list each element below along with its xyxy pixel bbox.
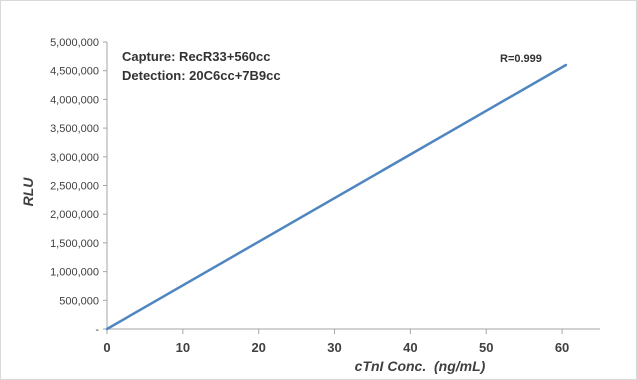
y-axis-ticks: - 500,000 1,000,000 1,500,000 2,000,000 2,500…	[50, 37, 107, 336]
x-tick-label: 30	[327, 340, 341, 355]
x-tick-label: 20	[251, 340, 265, 355]
x-tick-label: 10	[176, 340, 190, 355]
y-tick-label: 4,000,000	[50, 94, 99, 106]
y-tick-label: 2,500,000	[50, 181, 99, 193]
x-tick-label: 0	[103, 340, 110, 355]
y-tick-label: 3,000,000	[50, 152, 99, 164]
y-tick-label: 4,500,000	[50, 66, 99, 78]
x-tick-label: 50	[479, 340, 493, 355]
y-axis-title: RLU	[20, 177, 36, 207]
y-tick-label: 3,500,000	[50, 123, 99, 135]
y-tick-label: 1,500,000	[50, 238, 99, 250]
y-tick-label: 1,000,000	[50, 267, 99, 279]
capture-annotation: Capture: RecR33+560cc	[122, 49, 271, 64]
y-tick-label: 2,000,000	[50, 209, 99, 221]
detection-annotation: Detection: 20C6cc+7B9cc	[122, 68, 281, 83]
series-line	[105, 63, 568, 331]
x-tick-label: 60	[555, 340, 569, 355]
r-value-annotation: R=0.999	[500, 53, 542, 65]
x-axis-title: cTnI Conc. (ng/mL)	[355, 358, 486, 374]
series-layer	[105, 63, 568, 331]
y-tick-label: 5,000,000	[50, 37, 99, 49]
x-tick-label: 40	[403, 340, 417, 355]
y-tick-label: 500,000	[59, 295, 99, 307]
x-axis-ticks: 0 10 20 30 40 50 60	[103, 329, 569, 355]
y-tick-label: -	[95, 324, 99, 336]
axes	[106, 42, 600, 330]
